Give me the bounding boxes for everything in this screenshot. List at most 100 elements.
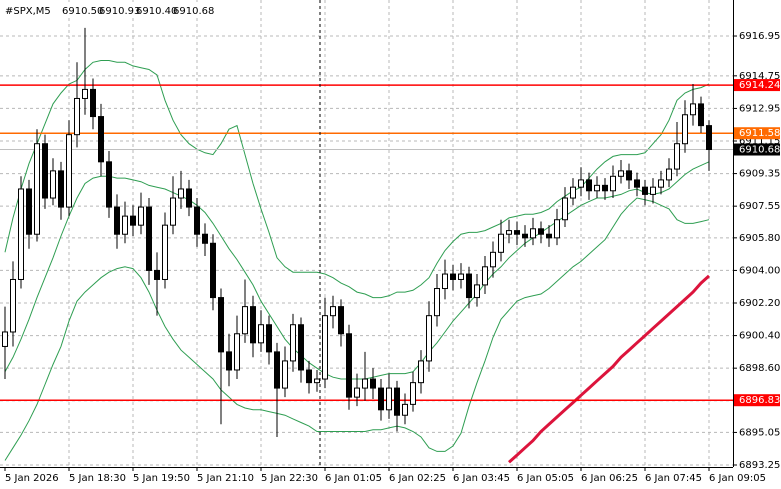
candle-body	[210, 242, 216, 299]
level-label-bg	[734, 79, 780, 92]
candle-body	[658, 179, 664, 188]
candle-body	[538, 228, 544, 235]
current-price-bg	[734, 143, 780, 156]
candle-body	[402, 403, 408, 416]
candle-body	[298, 324, 304, 371]
candle-body	[618, 170, 624, 177]
candle-body	[194, 206, 200, 235]
y-tick-label: 6895.05	[739, 427, 780, 438]
candle-body	[498, 233, 504, 253]
candle-body	[154, 269, 160, 280]
y-tick-label: 6911.15	[739, 136, 780, 147]
x-tick-label: 6 Jan 06:25	[581, 473, 638, 484]
candle-body	[330, 306, 336, 317]
current-price-label: 6910.68	[739, 145, 780, 156]
candle-body	[594, 184, 600, 192]
candle-body	[170, 197, 176, 226]
bollinger-upper	[4, 60, 710, 299]
candle-body	[466, 273, 472, 299]
candle-body	[58, 170, 64, 208]
level-label: 6896.83	[739, 395, 780, 406]
candle-body	[610, 175, 616, 192]
candle-body	[106, 161, 112, 208]
x-tick-label: 6 Jan 09:05	[709, 473, 766, 484]
y-tick-label: 6912.95	[739, 103, 780, 114]
x-tick-label: 6 Jan 07:45	[645, 473, 702, 484]
candle-body	[706, 125, 712, 151]
candle-body	[338, 306, 344, 335]
x-tick-label: 6 Jan 01:05	[325, 473, 382, 484]
candle-body	[162, 224, 168, 280]
candle-body	[682, 114, 688, 145]
candle-body	[258, 324, 264, 344]
candle-body	[386, 387, 392, 411]
candle-body	[602, 184, 608, 192]
candle-body	[42, 143, 48, 199]
candle-body	[530, 228, 536, 239]
y-tick-label: 6909.35	[739, 169, 780, 180]
candle-body	[306, 369, 312, 384]
candle-body	[10, 278, 16, 333]
candle-body	[226, 351, 232, 371]
candle-body	[570, 186, 576, 199]
candle-body	[282, 360, 288, 389]
candle-body	[394, 387, 400, 416]
candle-body	[114, 206, 120, 235]
candle-body	[322, 315, 328, 380]
candle-body	[562, 197, 568, 221]
candle-body	[370, 378, 376, 389]
candle-body	[346, 333, 352, 398]
y-tick-label: 6904.00	[739, 265, 780, 276]
candle-body	[650, 186, 656, 195]
header-value: 6910.68	[173, 6, 214, 17]
candle-body	[458, 273, 464, 280]
candle-body	[186, 188, 192, 208]
candle-body	[442, 273, 448, 290]
candle-body	[122, 215, 128, 235]
candle-body	[410, 382, 416, 405]
candle-body	[234, 333, 240, 371]
candle-body	[490, 251, 496, 268]
level-label-bg	[734, 127, 780, 140]
candle-body	[66, 134, 72, 208]
header-value: 6910.50	[62, 6, 103, 17]
symbol: #SPX,M5	[5, 6, 51, 17]
y-tick-label: 6900.40	[739, 331, 780, 342]
candle-body	[674, 143, 680, 170]
candle-body	[26, 188, 32, 235]
candle-body	[642, 186, 648, 195]
candle-body	[450, 273, 456, 280]
header-bg	[2, 2, 210, 18]
y-tick-label: 6916.95	[739, 31, 780, 42]
candle-body	[2, 331, 8, 347]
x-tick-label: 5 Jan 19:50	[133, 473, 190, 484]
y-tick-label: 6893.25	[739, 460, 780, 471]
axes: 6916.95 6914.75 6912.95 6911.15 6909.35 6907.…	[4, 31, 780, 484]
candle-body	[146, 206, 152, 271]
candle-body	[90, 88, 96, 118]
candle-body	[378, 387, 384, 411]
candle-body	[554, 219, 560, 239]
candle-body	[418, 360, 424, 384]
x-tick-label: 5 Jan 22:30	[261, 473, 318, 484]
candle-body	[514, 230, 520, 235]
candle-body	[434, 288, 440, 317]
candle-body	[98, 116, 104, 163]
candle-body	[266, 324, 272, 353]
candle-body	[666, 168, 672, 181]
x-tick-label: 6 Jan 03:45	[453, 473, 510, 484]
header-value: 6910.93	[99, 6, 140, 17]
candle-body	[698, 103, 704, 127]
level-label: 6911.58	[739, 128, 780, 139]
candle-body	[362, 378, 368, 389]
candle-body	[506, 230, 512, 235]
candle-body	[578, 179, 584, 188]
y-tick-label: 6907.55	[739, 201, 780, 212]
candle-body	[74, 97, 80, 136]
candle-body	[290, 324, 296, 362]
y-tick-label: 6902.20	[739, 298, 780, 309]
level-label: 6914.24	[739, 80, 780, 91]
x-tick-label: 6 Jan 05:05	[517, 473, 574, 484]
